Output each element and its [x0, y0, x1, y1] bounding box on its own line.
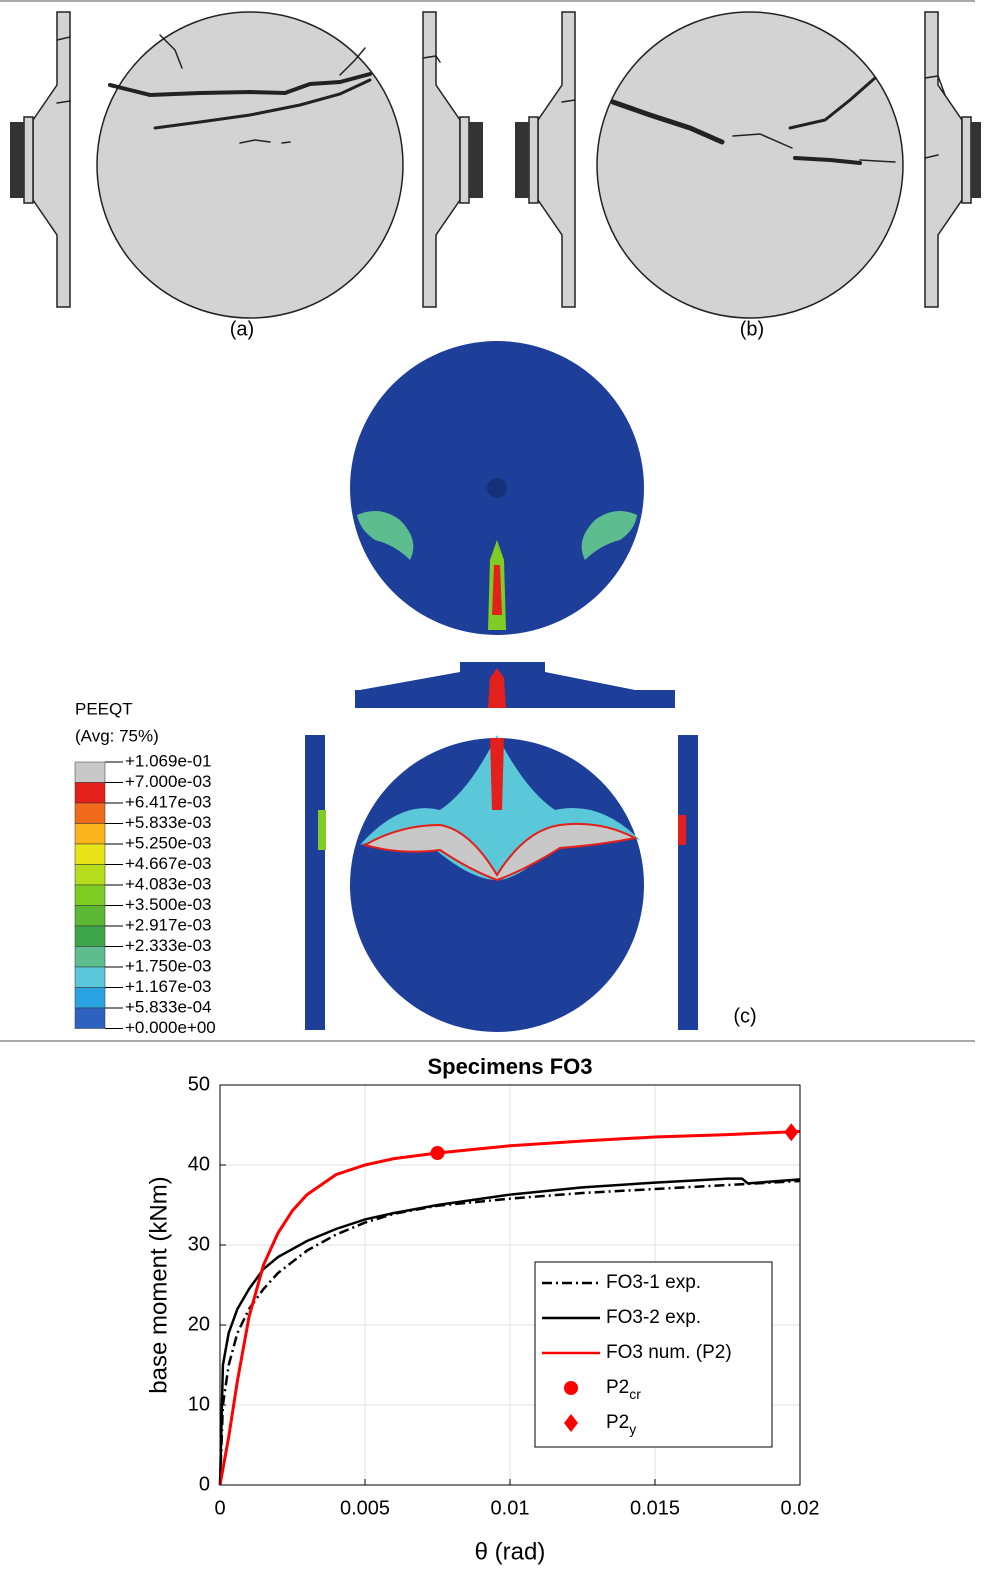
contour-label: +5.833e-04	[125, 997, 212, 1016]
x-tick-label: 0	[214, 1497, 225, 1519]
y-tick-label: 50	[188, 1073, 210, 1095]
contour-swatch	[74, 843, 106, 865]
contour-label: +1.069e-01	[125, 751, 212, 770]
y-tick-label: 0	[199, 1473, 210, 1495]
y-tick-label: 30	[188, 1233, 210, 1255]
contour-swatch	[74, 966, 106, 988]
series-line	[218, 1129, 801, 1486]
contour-label: +4.667e-03	[125, 854, 212, 873]
legend-label: FO3-2 exp.	[606, 1307, 701, 1328]
series-line	[218, 1179, 801, 1486]
y-axis-label: base moment (kNm)	[145, 1176, 172, 1393]
legend-box	[534, 1261, 773, 1448]
contour-title: PEEQT	[75, 699, 133, 718]
specimen-b	[515, 11, 981, 319]
marker	[430, 1146, 445, 1160]
y-tick-label: 20	[188, 1313, 210, 1335]
contour-label: +1.750e-03	[125, 956, 212, 975]
contour-swatch	[74, 946, 106, 968]
legend-label: FO3 num. (P2)	[606, 1342, 732, 1363]
panel-label: (c)	[733, 1005, 756, 1027]
legend-subscript: cr	[629, 1386, 641, 1402]
plot-frame	[219, 1084, 801, 1486]
contour-label: +5.250e-03	[125, 833, 212, 852]
contour-label: +2.917e-03	[125, 915, 212, 934]
contour-label: +2.333e-03	[125, 936, 212, 955]
contour-label: +6.417e-03	[125, 792, 212, 811]
x-tick-label: 0.005	[340, 1497, 390, 1519]
x-tick-label: 0.015	[630, 1497, 680, 1519]
contour-swatch	[74, 987, 106, 1009]
y-tick-label: 10	[188, 1393, 210, 1415]
contour-label: +7.000e-03	[125, 772, 212, 791]
fe-model	[305, 341, 698, 1032]
contour-swatch	[74, 925, 106, 947]
y-tick-label: 40	[188, 1153, 210, 1175]
contour-label: +1.167e-03	[125, 977, 212, 996]
marker	[564, 1381, 578, 1395]
legend-subscript: y	[629, 1421, 636, 1437]
x-axis-label: θ (rad)	[475, 1538, 546, 1565]
panel-label: (b)	[740, 318, 764, 340]
legend-name: P2	[606, 1377, 629, 1398]
legend-label: P2cr	[606, 1377, 641, 1402]
contour-swatch	[74, 761, 106, 783]
legend-name: FO3-1 exp.	[606, 1272, 701, 1293]
contour-swatch	[74, 905, 106, 927]
contour-swatch	[74, 1007, 106, 1029]
legend-label: P2y	[606, 1412, 636, 1437]
contour-swatch	[74, 864, 106, 886]
contour-swatch	[74, 823, 106, 845]
x-tick-label: 0.01	[491, 1497, 530, 1519]
contour-swatch	[74, 884, 106, 906]
marker	[564, 1414, 578, 1432]
contour-swatch	[74, 782, 106, 804]
series-line	[218, 1177, 801, 1486]
contour-label: +4.083e-03	[125, 874, 212, 893]
legend-name: FO3-2 exp.	[606, 1307, 701, 1328]
legend-label: FO3-1 exp.	[606, 1272, 701, 1293]
panel-label: (a)	[230, 318, 254, 340]
x-tick-label: 0.02	[781, 1497, 820, 1519]
marker	[784, 1123, 799, 1142]
legend-name: FO3 num. (P2)	[606, 1342, 732, 1363]
contour-subtitle: (Avg: 75%)	[75, 726, 159, 745]
chart-title: Specimens FO3	[427, 1054, 592, 1079]
specimen-a	[10, 11, 483, 319]
contour-swatch	[74, 802, 106, 824]
contour-label: +0.000e+00	[125, 1018, 216, 1037]
contour-label: +5.833e-03	[125, 813, 212, 832]
legend-name: P2	[606, 1412, 629, 1433]
contour-label: +3.500e-03	[125, 895, 212, 914]
